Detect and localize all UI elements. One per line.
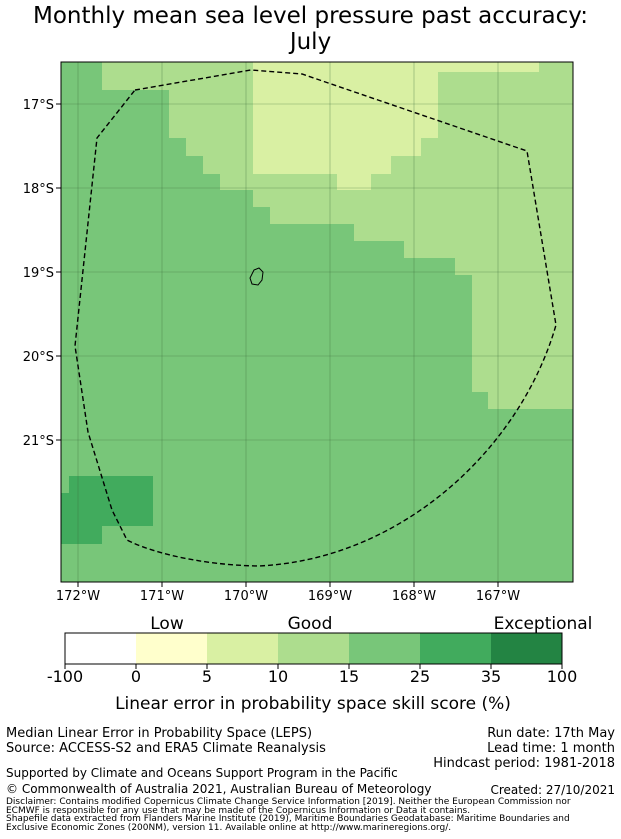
lat-label-21s: 21°S bbox=[23, 434, 54, 449]
disclaimer-line-1: Disclaimer: Contains modified Copernicus… bbox=[6, 797, 571, 807]
swatch-25-35 bbox=[420, 633, 491, 664]
lon-label-169w: 169°W bbox=[308, 589, 352, 604]
lon-label-168w: 168°W bbox=[392, 589, 436, 604]
run-date: Run date: 17th May bbox=[487, 726, 615, 741]
cbar-tick-35: 35 bbox=[481, 667, 501, 686]
skill-region-25-35 bbox=[61, 476, 153, 544]
colorbar bbox=[65, 633, 562, 664]
swatch-15-25 bbox=[349, 633, 420, 664]
support-text: Supported by Climate and Oceans Support … bbox=[6, 766, 398, 780]
swatch-10-15 bbox=[278, 633, 349, 664]
lat-ticks bbox=[56, 103, 61, 441]
title-line-2: July bbox=[289, 29, 332, 55]
hindcast-period: Hindcast period: 1981-2018 bbox=[433, 756, 615, 771]
lead-time: Lead time: 1 month bbox=[487, 741, 615, 756]
lat-label-20s: 20°S bbox=[23, 350, 54, 365]
cbar-tick-100: 100 bbox=[547, 667, 578, 686]
category-exceptional: Exceptional bbox=[494, 614, 593, 634]
lat-label-17s: 17°S bbox=[23, 98, 54, 113]
eez-boundary bbox=[74, 69, 557, 567]
cbar-tick-5: 5 bbox=[202, 667, 212, 686]
cbar-tick-10: 10 bbox=[268, 667, 288, 686]
shapefile-line-2: Exclusive Economic Zones (200NM), versio… bbox=[6, 823, 452, 833]
cbar-tick-25: 25 bbox=[410, 667, 430, 686]
swatch-5-10 bbox=[207, 633, 278, 664]
swatch-35-100 bbox=[491, 633, 562, 664]
island-outline bbox=[249, 267, 264, 286]
lon-label-171w: 171°W bbox=[140, 589, 184, 604]
lon-label-172w: 172°W bbox=[56, 589, 100, 604]
lon-ticks bbox=[77, 582, 499, 587]
skill-map: 17°S 18°S 19°S 20°S 21°S 172°W 171°W 170… bbox=[23, 61, 593, 714]
graticule bbox=[61, 62, 573, 582]
lat-label-19s: 19°S bbox=[23, 266, 54, 281]
category-low: Low bbox=[150, 614, 184, 634]
swatch-neg100-0 bbox=[65, 633, 136, 664]
colorbar-title: Linear error in probability space skill … bbox=[115, 694, 511, 714]
swatch-0-5 bbox=[136, 633, 207, 664]
category-good: Good bbox=[288, 614, 333, 634]
colorbar-ticks bbox=[64, 664, 563, 669]
lon-label-170w: 170°W bbox=[224, 589, 268, 604]
method-text: Median Linear Error in Probability Space… bbox=[6, 726, 313, 741]
created-date: Created: 27/10/2021 bbox=[490, 783, 615, 797]
title-line-1: Monthly mean sea level pressure past acc… bbox=[33, 3, 588, 29]
lon-label-167w: 167°W bbox=[476, 589, 520, 604]
disclaimer-line-2: ECMWF is responsible for any use that ma… bbox=[6, 806, 471, 816]
cbar-tick-0: 0 bbox=[131, 667, 141, 686]
colorbar-frame bbox=[64, 632, 563, 665]
skill-region-5-10 bbox=[253, 62, 539, 190]
map-frame bbox=[60, 61, 574, 583]
source-text: Source: ACCESS-S2 and ERA5 Climate Reana… bbox=[6, 741, 326, 756]
cbar-tick-neg100: -100 bbox=[47, 667, 83, 686]
shapefile-line-1: Shapefile data extracted from Flanders M… bbox=[6, 814, 570, 824]
copyright-text: © Commonwealth of Australia 2021, Austra… bbox=[6, 782, 432, 796]
cbar-tick-15: 15 bbox=[339, 667, 359, 686]
lat-label-18s: 18°S bbox=[23, 182, 54, 197]
